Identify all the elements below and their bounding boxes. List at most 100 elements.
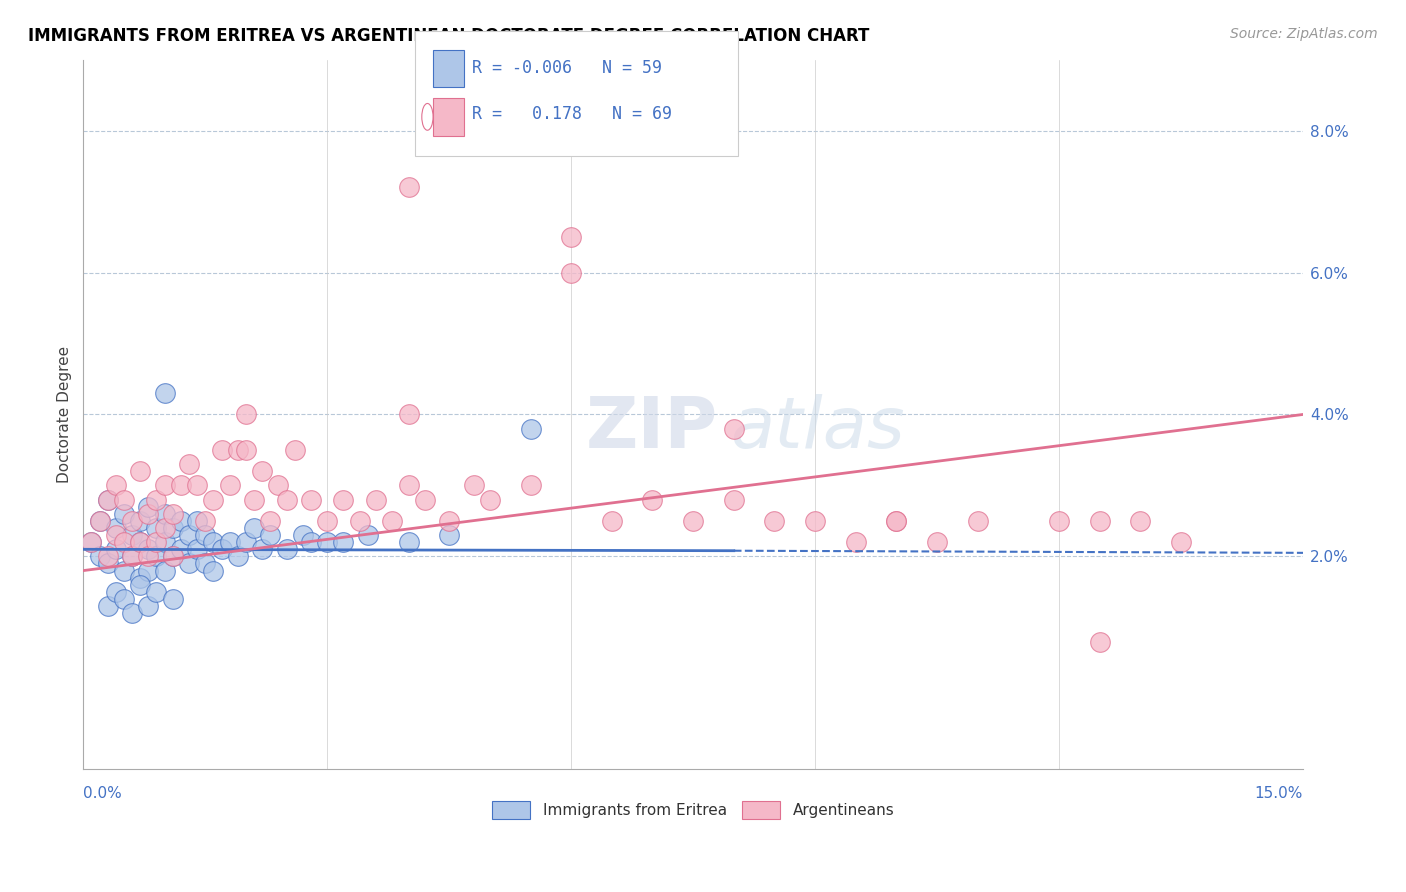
Text: ZIP: ZIP (585, 394, 717, 463)
Point (560, 266, 582, 280)
Point (259, 528, 281, 542)
Point (89, 549, 111, 564)
Point (138, 564, 160, 578)
Point (145, 585, 167, 599)
Point (170, 478, 193, 492)
Point (1170, 535, 1192, 549)
Point (398, 478, 420, 492)
Point (332, 535, 354, 549)
Point (97, 557, 120, 571)
Point (145, 535, 167, 549)
Point (763, 514, 786, 528)
Point (299, 535, 322, 549)
Point (194, 514, 217, 528)
Point (332, 492, 354, 507)
Point (177, 457, 200, 471)
Point (129, 514, 152, 528)
Point (398, 535, 420, 549)
Point (129, 535, 152, 549)
Point (804, 514, 827, 528)
Point (97, 599, 120, 613)
Point (211, 542, 233, 557)
Point (153, 386, 176, 401)
Point (316, 514, 339, 528)
Point (138, 507, 160, 521)
Point (170, 514, 193, 528)
Point (267, 478, 290, 492)
Point (97, 492, 120, 507)
Point (121, 549, 143, 564)
Point (291, 528, 314, 542)
Point (284, 442, 307, 457)
Point (202, 492, 225, 507)
Point (250, 542, 273, 557)
Point (226, 442, 249, 457)
Point (89, 514, 111, 528)
Point (299, 492, 322, 507)
Point (112, 507, 135, 521)
Point (162, 521, 184, 535)
Point (381, 514, 404, 528)
Point (145, 549, 167, 564)
Y-axis label: Doctorate Degree: Doctorate Degree (58, 346, 72, 483)
Point (177, 557, 200, 571)
Point (211, 442, 233, 457)
Point (112, 564, 135, 578)
Point (153, 507, 176, 521)
Point (641, 492, 664, 507)
Point (162, 549, 184, 564)
Point (112, 591, 135, 606)
Point (398, 180, 420, 194)
Point (153, 521, 176, 535)
Point (145, 492, 167, 507)
Point (162, 549, 184, 564)
Text: atlas: atlas (730, 394, 904, 463)
Text: 0.0%: 0.0% (83, 786, 122, 801)
Point (112, 492, 135, 507)
Point (437, 514, 460, 528)
Legend: Immigrants from Eritrea, Argentineans: Immigrants from Eritrea, Argentineans (486, 795, 900, 825)
Point (235, 442, 257, 457)
Point (437, 528, 460, 542)
Text: R = -0.006   N = 59: R = -0.006 N = 59 (472, 59, 662, 77)
Text: IMMIGRANTS FROM ERITREA VS ARGENTINEAN DOCTORATE DEGREE CORRELATION CHART: IMMIGRANTS FROM ERITREA VS ARGENTINEAN D… (28, 27, 869, 45)
Point (845, 535, 868, 549)
Point (177, 528, 200, 542)
Point (80, 535, 103, 549)
Point (138, 500, 160, 514)
Text: Source: ZipAtlas.com: Source: ZipAtlas.com (1230, 27, 1378, 41)
Point (276, 492, 298, 507)
Point (463, 478, 485, 492)
Point (112, 535, 135, 549)
Point (413, 492, 436, 507)
Point (235, 408, 257, 422)
Point (723, 492, 745, 507)
Point (104, 478, 127, 492)
Point (1088, 514, 1111, 528)
Point (129, 464, 152, 478)
Point (226, 549, 249, 564)
Point (682, 514, 704, 528)
Point (478, 492, 501, 507)
Point (129, 535, 152, 549)
Point (243, 521, 266, 535)
Point (276, 542, 298, 557)
Point (80, 535, 103, 549)
Point (250, 464, 273, 478)
Point (129, 578, 152, 592)
Point (129, 571, 152, 585)
Point (886, 514, 908, 528)
Point (97, 492, 120, 507)
Point (121, 528, 143, 542)
Point (1088, 634, 1111, 648)
Point (218, 535, 240, 549)
Point (194, 557, 217, 571)
Point (600, 514, 623, 528)
Point (186, 478, 208, 492)
Point (202, 535, 225, 549)
Point (121, 549, 143, 564)
Point (186, 514, 208, 528)
Point (1129, 514, 1152, 528)
Point (89, 514, 111, 528)
Text: R =   0.178   N = 69: R = 0.178 N = 69 (472, 105, 672, 123)
